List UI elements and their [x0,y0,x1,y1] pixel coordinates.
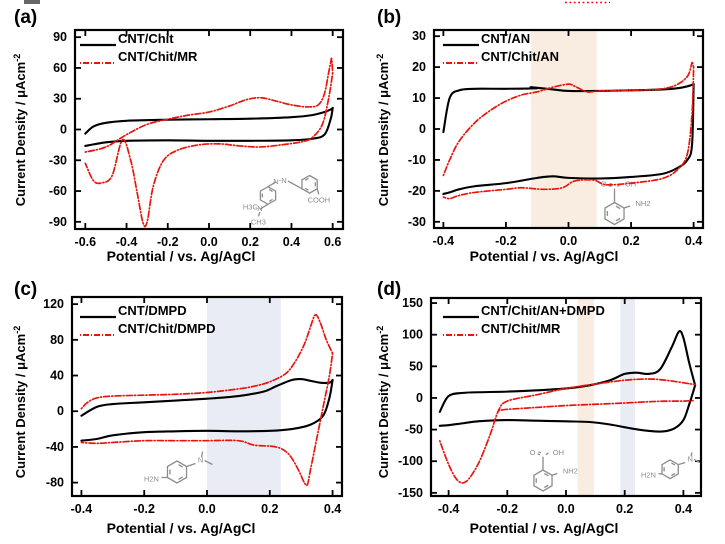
svg-text:-30: -30 [49,153,67,167]
svg-text:H3C: H3C [243,203,259,212]
svg-text:-0.2: -0.2 [133,502,155,516]
svg-text:150: 150 [402,296,423,310]
svg-text:-20: -20 [408,184,426,198]
svg-text:60: 60 [53,61,67,75]
svg-text:-90: -90 [49,215,67,229]
svg-text:CH3: CH3 [251,217,266,226]
svg-text:-0.6: -0.6 [75,235,97,249]
svg-text:80: 80 [50,333,64,347]
svg-text:0.2: 0.2 [616,502,633,516]
svg-text:-0.4: -0.4 [116,235,138,249]
svg-text:N: N [273,177,278,186]
svg-text:-50: -50 [405,423,423,437]
svg-text:H2N: H2N [641,471,656,480]
svg-text:90: 90 [53,30,67,44]
svg-text:-30: -30 [408,215,426,229]
svg-text:0.2: 0.2 [261,502,278,516]
svg-text:0.4: 0.4 [675,502,692,516]
svg-text:-60: -60 [49,184,67,198]
svg-text:COOH: COOH [308,195,331,204]
svg-text:0.0: 0.0 [200,235,217,249]
svg-text:0.2: 0.2 [242,235,259,249]
svg-text:0.0: 0.0 [198,502,215,516]
svg-text:30: 30 [53,92,67,106]
svg-text:NH2: NH2 [636,199,651,208]
svg-text:-0.4: -0.4 [71,502,93,516]
svg-text:0.4: 0.4 [283,235,300,249]
svg-text:N: N [198,456,203,465]
svg-text:0: 0 [60,123,67,137]
svg-text:40: 40 [50,369,64,383]
svg-text:-150: -150 [398,486,423,500]
svg-text:N: N [281,176,286,185]
svg-text:0.0: 0.0 [560,234,577,248]
svg-text:50: 50 [409,359,423,373]
svg-text:N: N [687,454,692,463]
svg-text:-0.2: -0.2 [497,502,519,516]
svg-text:100: 100 [402,328,423,342]
svg-text:-80: -80 [46,476,64,490]
svg-text:20: 20 [412,60,426,74]
svg-text:0.6: 0.6 [324,235,341,249]
svg-text:NH2: NH2 [563,466,578,475]
svg-text:0.2: 0.2 [622,234,639,248]
svg-text:-100: -100 [398,454,423,468]
svg-text:0: 0 [419,122,426,136]
svg-text:-0.2: -0.2 [157,235,179,249]
svg-text:OH: OH [553,448,564,457]
svg-text:N: N [257,204,262,213]
svg-text:0: 0 [57,404,64,418]
svg-text:0.0: 0.0 [557,502,574,516]
svg-text:-40: -40 [46,440,64,454]
svg-text:-0.2: -0.2 [495,234,517,248]
svg-text:30: 30 [412,29,426,43]
svg-text:0: 0 [416,391,423,405]
svg-text:-10: -10 [408,153,426,167]
svg-text:O: O [530,448,536,457]
svg-text:120: 120 [43,297,64,311]
svg-text:10: 10 [412,91,426,105]
svg-text:H2N: H2N [144,475,159,484]
svg-text:-0.4: -0.4 [438,502,460,516]
svg-text:0.4: 0.4 [324,502,341,516]
svg-text:0.4: 0.4 [685,234,702,248]
svg-text:-0.4: -0.4 [433,234,455,248]
